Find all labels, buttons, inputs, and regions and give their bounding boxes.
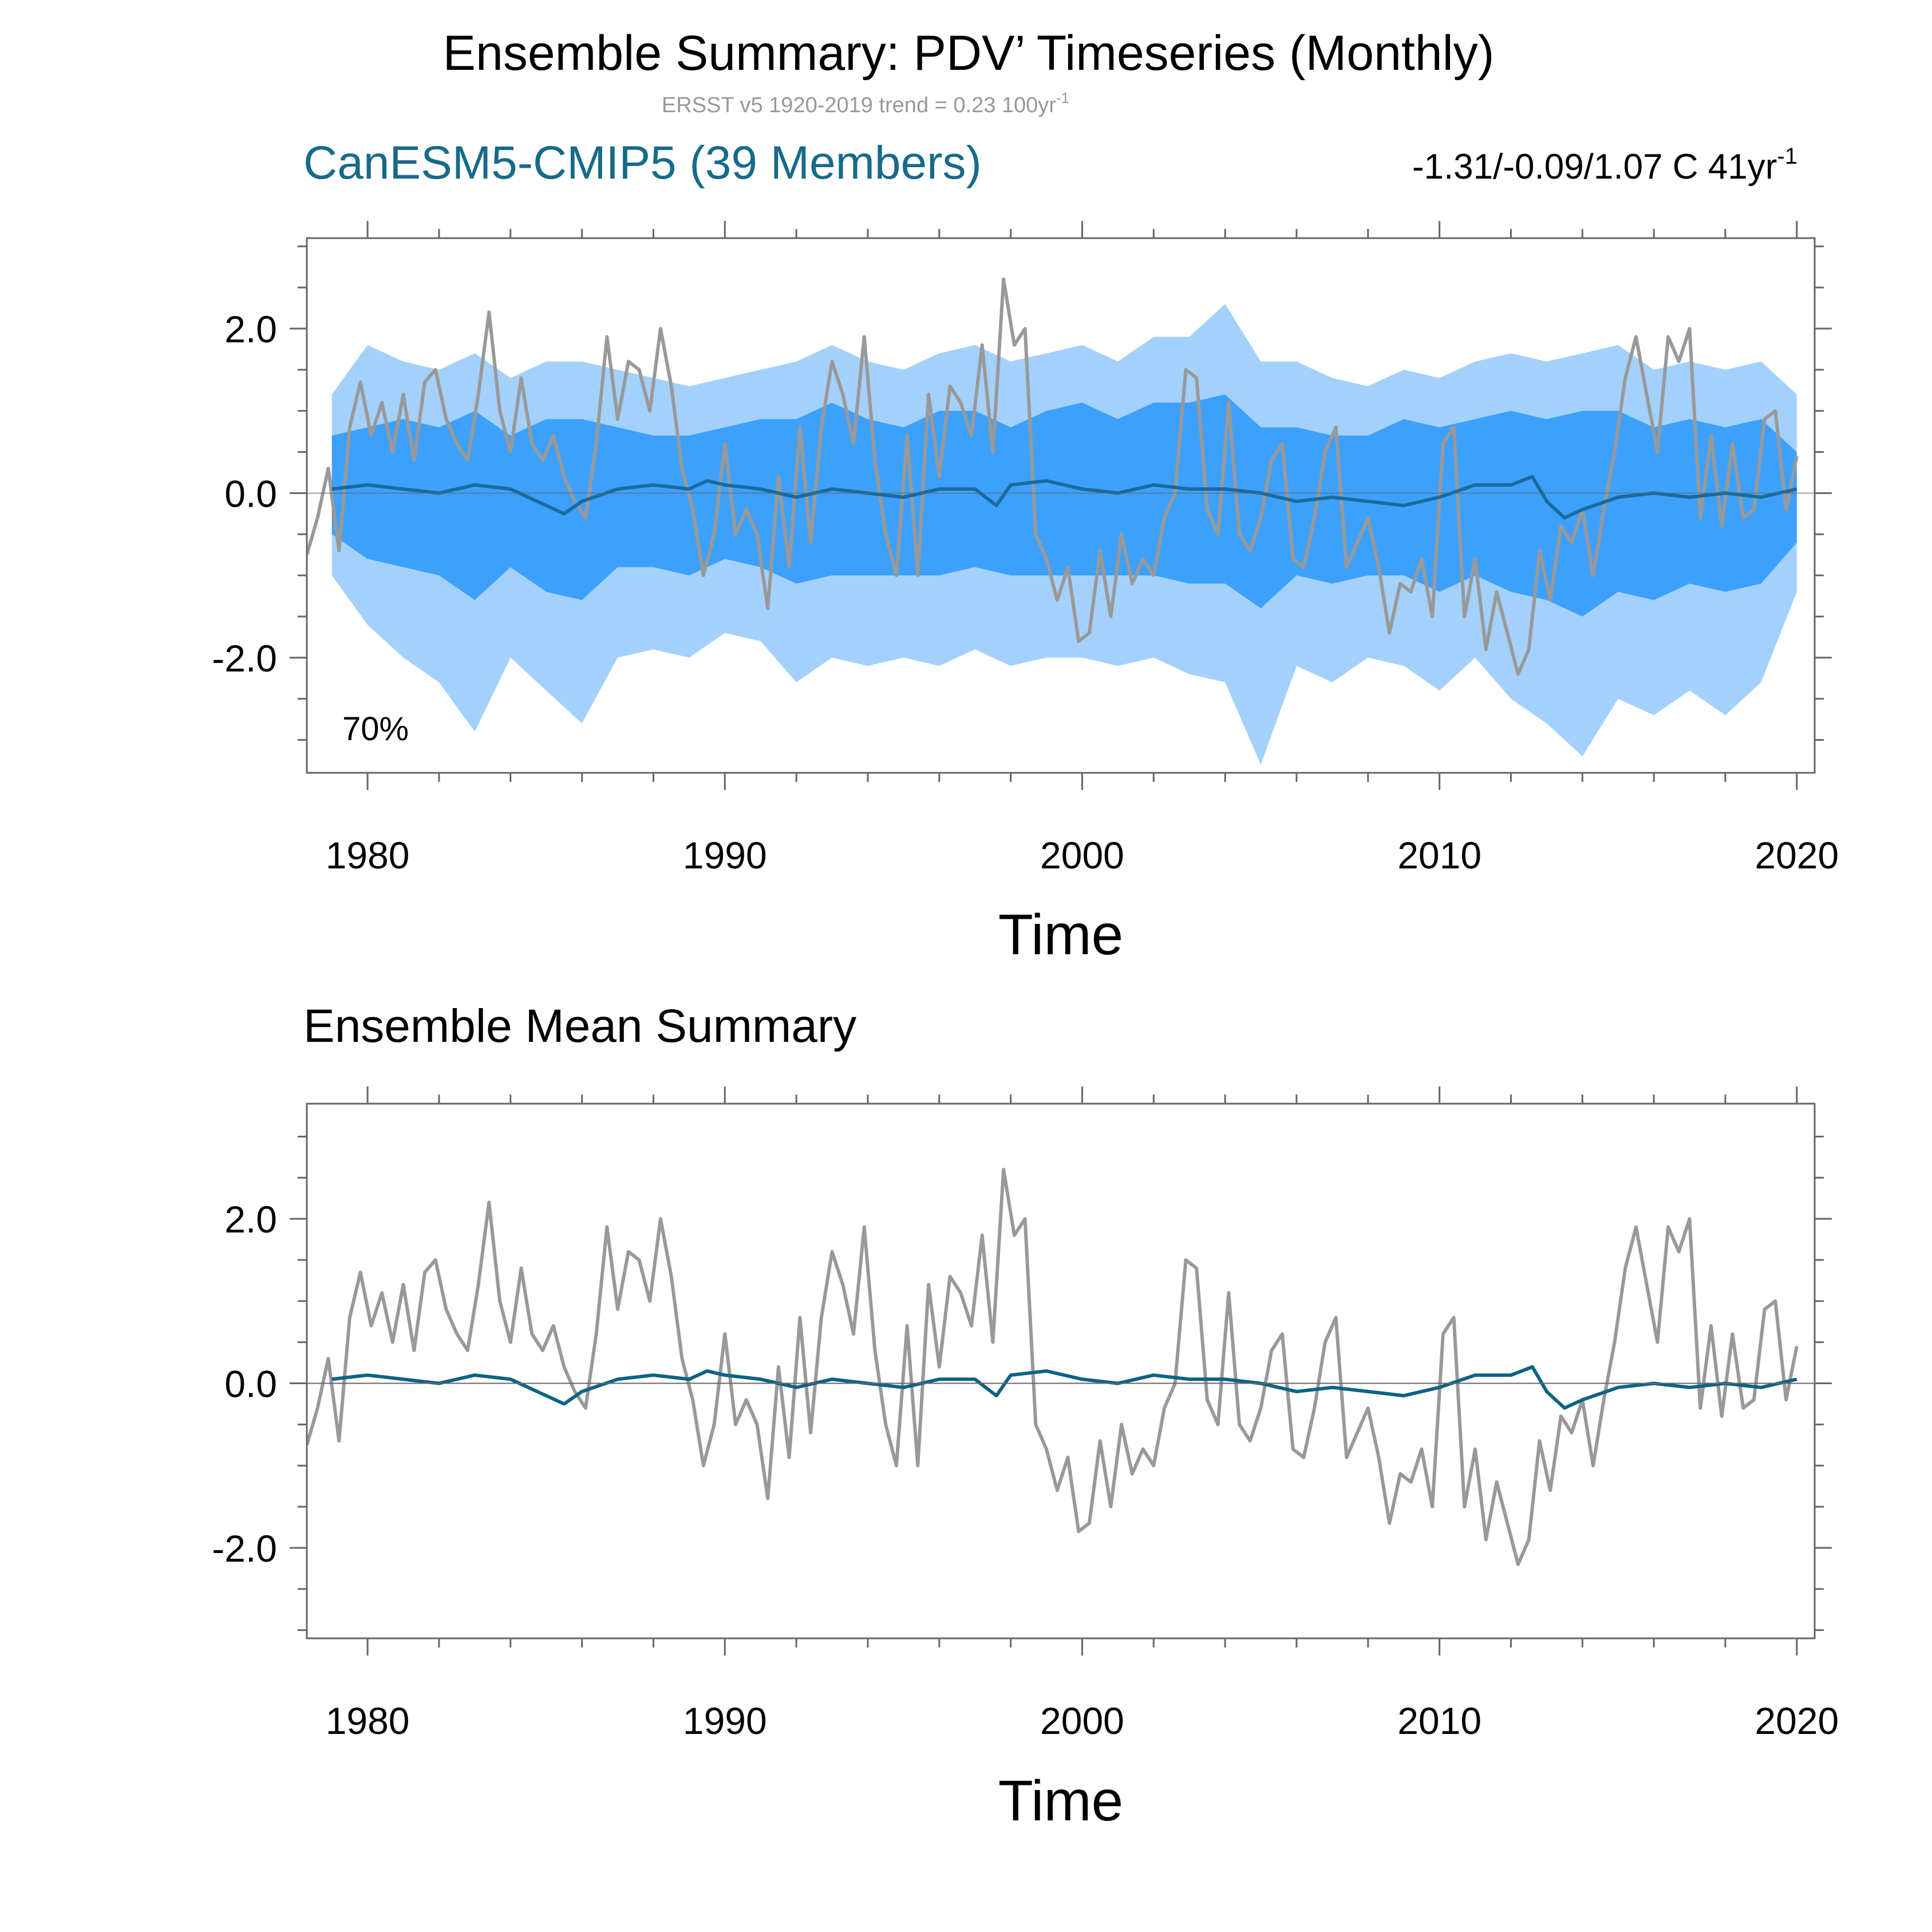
top-y-tick-label: 0.0 bbox=[224, 472, 277, 515]
observed-series-line bbox=[307, 1168, 1799, 1566]
bottom-x-tick-label: 2020 bbox=[1755, 1700, 1839, 1742]
bottom-x-axis-title: Time bbox=[998, 1769, 1124, 1833]
ensemble-mean-line bbox=[331, 1365, 1797, 1410]
bottom-x-tick-label: 1980 bbox=[326, 1700, 410, 1742]
top-x-tick-label: 1980 bbox=[326, 834, 410, 876]
bottom-panel-title: Ensemble Mean Summary bbox=[303, 1000, 856, 1052]
bottom-x-tick-label: 1990 bbox=[683, 1700, 767, 1742]
top-x-tick-label: 2010 bbox=[1397, 834, 1481, 876]
subtitle-superscript: -1 bbox=[1056, 89, 1069, 106]
top-y-tick-label: 2.0 bbox=[224, 308, 277, 350]
bottom-x-tick-label: 2000 bbox=[1040, 1700, 1124, 1742]
top-panel: 70% -2.0 0.0 2.0 1980 1990 2000 2010 2020 Time bbox=[212, 221, 1839, 967]
subtitle-text: ERSST v5 1920-2019 trend = 0.23 100yr bbox=[662, 93, 1056, 117]
top-x-axis-title: Time bbox=[998, 903, 1124, 967]
subtitle: ERSST v5 1920-2019 trend = 0.23 100yr-1 bbox=[662, 89, 1069, 117]
observed-series-line bbox=[307, 277, 1799, 676]
top-x-tick-label: 1990 bbox=[683, 834, 767, 876]
main-title: Ensemble Summary: PDV’ Timeseries (Month… bbox=[443, 26, 1495, 81]
top-axis-ticks bbox=[290, 221, 1832, 790]
top-x-tick-labels: 1980 1990 2000 2010 2020 bbox=[326, 834, 1839, 876]
trend-label-text: -1.31/-0.09/1.07 C 41yr bbox=[1412, 147, 1777, 187]
bottom-y-tick-labels: -2.0 0.0 2.0 bbox=[212, 1198, 277, 1570]
top-y-tick-label: -2.0 bbox=[212, 637, 277, 679]
ensemble-mean-line bbox=[331, 475, 1797, 520]
top-trend-label: -1.31/-0.09/1.07 C 41yr-1 bbox=[1412, 144, 1797, 187]
bottom-plot-frame bbox=[306, 1103, 1816, 1639]
band-percent-annotation: 70% bbox=[342, 710, 409, 748]
bottom-panel: -2.0 0.0 2.0 1980 1990 2000 2010 2020 Time bbox=[212, 1086, 1839, 1833]
top-y-tick-labels: -2.0 0.0 2.0 bbox=[212, 308, 277, 679]
bottom-y-tick-label: 0.0 bbox=[224, 1363, 277, 1405]
top-panel-title: CanESM5-CMIP5 (39 Members) bbox=[303, 137, 982, 189]
trend-label-superscript: -1 bbox=[1777, 144, 1797, 169]
bottom-x-tick-labels: 1980 1990 2000 2010 2020 bbox=[326, 1700, 1839, 1742]
bottom-y-tick-label: -2.0 bbox=[212, 1527, 277, 1570]
bottom-x-tick-label: 2010 bbox=[1397, 1700, 1481, 1742]
top-x-tick-label: 2000 bbox=[1040, 834, 1124, 876]
ensemble-70pct-band bbox=[331, 394, 1797, 617]
top-x-tick-label: 2020 bbox=[1755, 834, 1839, 876]
bottom-axis-ticks bbox=[290, 1086, 1832, 1656]
bottom-y-tick-label: 2.0 bbox=[224, 1198, 277, 1240]
top-plot-frame bbox=[306, 237, 1816, 774]
